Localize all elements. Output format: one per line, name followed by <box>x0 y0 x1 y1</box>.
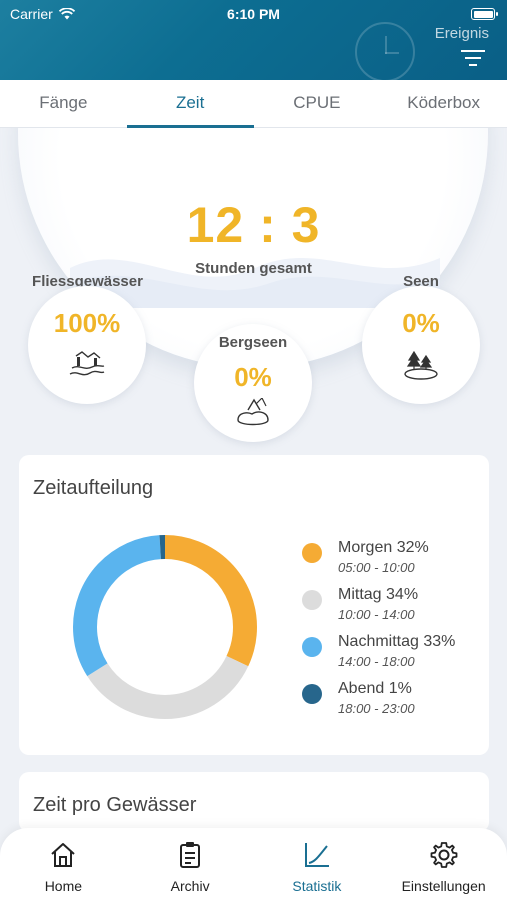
legend-dot-mittag <box>302 590 322 610</box>
time-split-title: Zeitaufteilung <box>33 477 154 499</box>
legend-range-morgen: 05:00 - 10:00 <box>338 560 415 575</box>
nav-archiv[interactable]: Archiv <box>127 828 254 900</box>
tab-bar: Fänge Zeit CPUE Köderbox <box>0 80 507 128</box>
lake-percent: 0% <box>402 308 440 338</box>
nav-statistik-label: Statistik <box>292 878 342 894</box>
nav-einstellungen-label: Einstellungen <box>401 878 486 894</box>
wifi-icon <box>58 8 75 20</box>
donut-slice-abend <box>73 535 257 719</box>
river-label: Fliessgewässer <box>32 273 143 290</box>
legend-label-mittag: Mittag 34% <box>338 586 419 603</box>
legend-range-abend: 18:00 - 23:00 <box>338 701 415 716</box>
river-icon <box>69 351 105 376</box>
total-hours-value: 12 : 3 <box>186 197 321 253</box>
legend-label-morgen: Morgen 32% <box>338 539 429 556</box>
nav-statistik[interactable]: Statistik <box>254 828 381 900</box>
chart-icon <box>304 843 329 867</box>
carrier-label: Carrier <box>10 6 53 22</box>
nav-archiv-label: Archiv <box>170 878 210 894</box>
nav-einstellungen[interactable]: Einstellungen <box>380 828 507 900</box>
legend-dot-morgen <box>302 543 322 563</box>
bottom-navigation: Home Archiv Statistik Einstellungen <box>0 828 507 900</box>
time-split-card: Zeitaufteilung Morgen 32% 05:00 - 10:00 … <box>19 455 489 755</box>
time-summary: 12 : 3 Stunden gesamt Fliessgewässer 100… <box>0 128 507 448</box>
legend-range-nachmittag: 14:00 - 18:00 <box>338 654 415 669</box>
donut-slice-nachmittag <box>73 535 257 719</box>
nav-home[interactable]: Home <box>0 828 127 900</box>
tab-cpue[interactable]: CPUE <box>293 93 341 112</box>
river-bubble: 100% <box>28 286 146 404</box>
legend-label-abend: Abend 1% <box>338 680 412 697</box>
legend-range-mittag: 10:00 - 14:00 <box>338 607 415 622</box>
app-header: Carrier 6:10 PM Ereignis <box>0 0 507 80</box>
tab-zeit[interactable]: Zeit <box>126 80 254 128</box>
clipboard-icon <box>180 842 201 868</box>
lake-bubble: 0% <box>362 286 480 404</box>
legend-dot-nachmittag <box>302 637 322 657</box>
time-per-water-title: Zeit pro Gewässer <box>33 794 197 816</box>
time-per-water-card: Zeit pro Gewässer <box>19 772 489 832</box>
mountain-lake-bubble: Bergseen 0% <box>194 324 312 442</box>
carrier-indicator: Carrier <box>10 6 75 22</box>
tab-faenge[interactable]: Fänge <box>39 93 88 112</box>
status-time: 6:10 PM <box>227 6 280 22</box>
total-hours-label: Stunden gesamt <box>195 260 312 277</box>
event-filter-label[interactable]: Ereignis <box>434 25 489 42</box>
mountain-lake-percent: 0% <box>234 362 272 392</box>
home-icon <box>51 843 76 867</box>
wave-decoration <box>70 258 440 308</box>
time-split-donut-chart <box>73 535 257 719</box>
nav-home-label: Home <box>44 878 83 894</box>
river-percent: 100% <box>53 308 121 338</box>
legend-dot-abend <box>302 684 322 704</box>
clock-watermark-icon <box>355 22 415 80</box>
gear-icon <box>430 842 458 868</box>
donut-slice-mittag <box>73 535 257 719</box>
battery-icon <box>471 8 498 20</box>
status-bar: Carrier 6:10 PM <box>0 0 507 28</box>
filter-icon[interactable] <box>461 50 485 66</box>
lake-label: Seen <box>403 273 439 290</box>
mountain-lake-title: Bergseen <box>218 334 288 351</box>
lake-icon <box>404 350 438 380</box>
legend-label-nachmittag: Nachmittag 33% <box>338 633 456 650</box>
mountain-lake-icon <box>237 398 269 426</box>
tab-koederbox[interactable]: Köderbox <box>407 93 481 112</box>
